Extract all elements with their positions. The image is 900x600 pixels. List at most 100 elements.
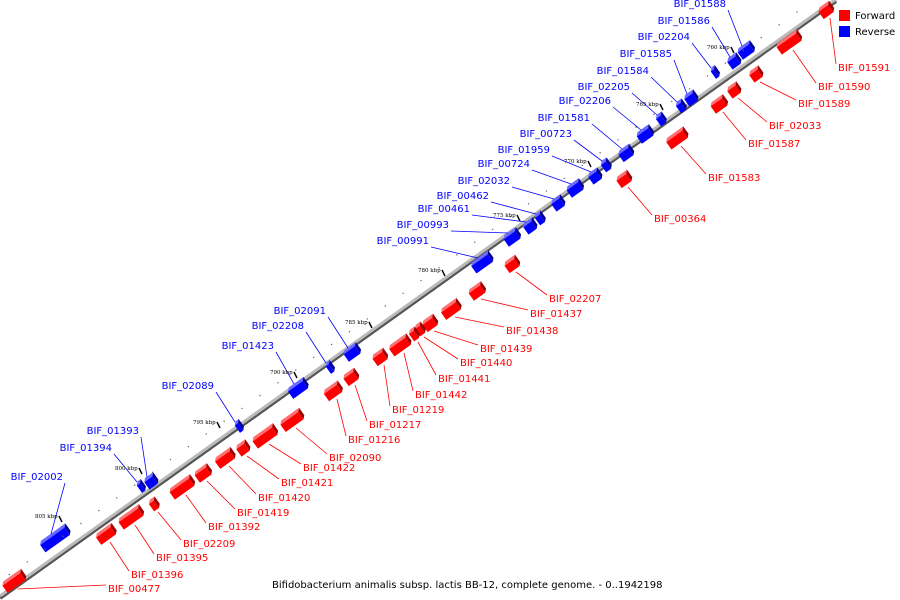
gene-label[interactable]: BIF_01959 — [498, 145, 550, 156]
gene-label[interactable]: BIF_02207 — [549, 294, 601, 305]
forward-gene-BIF_01590[interactable] — [775, 29, 804, 55]
reverse-gene-BIF_00991[interactable] — [470, 250, 496, 274]
gene-label[interactable]: BIF_02205 — [578, 82, 630, 93]
reverse-gene-BIF_02204[interactable] — [709, 64, 722, 79]
forward-gene-BIF_01441[interactable] — [407, 326, 421, 342]
gene-label[interactable]: BIF_01441 — [438, 374, 490, 385]
forward-gene-BIF_01392[interactable] — [168, 474, 197, 500]
gene-label[interactable]: BIF_01393 — [87, 426, 139, 437]
gene-label[interactable]: BIF_00723 — [520, 129, 572, 140]
gene-label[interactable]: BIF_01589 — [798, 99, 850, 110]
reverse-gene-BIF_02002[interactable] — [38, 523, 72, 553]
forward-gene-BIF_02033[interactable] — [726, 81, 744, 99]
gene-label[interactable]: BIF_00724 — [478, 159, 530, 170]
gene-label[interactable]: BIF_00461 — [418, 204, 470, 215]
gene-label[interactable]: BIF_01421 — [281, 478, 333, 489]
gene-label[interactable]: BIF_01422 — [303, 463, 355, 474]
gene-label[interactable]: BIF_01584 — [597, 66, 649, 77]
forward-gene-BIF_01216[interactable] — [322, 380, 344, 402]
forward-gene-BIF_02090[interactable] — [279, 407, 306, 433]
gene-label[interactable]: BIF_01591 — [838, 63, 890, 74]
forward-gene-BIF_01587[interactable] — [709, 94, 730, 114]
gene-label[interactable]: BIF_01395 — [156, 553, 208, 564]
forward-gene-BIF_01437[interactable] — [467, 281, 488, 301]
gene-label[interactable]: BIF_01394 — [60, 443, 112, 454]
forward-gene-BIF_01438[interactable] — [439, 297, 463, 320]
reverse-gene-BIF_01394[interactable] — [135, 478, 148, 493]
gene-label[interactable]: BIF_01396 — [131, 570, 183, 581]
reverse-gene-BIF_01585[interactable] — [683, 89, 701, 107]
gene-label[interactable]: BIF_00477 — [108, 584, 160, 595]
reverse-gene-BIF_01423[interactable] — [286, 376, 310, 399]
forward-gene-BIF_01420[interactable] — [213, 446, 237, 469]
forward-gene-BIF_01589[interactable] — [748, 65, 766, 83]
forward-gene-BIF_00477[interactable] — [1, 568, 28, 594]
forward-gene-BIF_02209[interactable] — [147, 496, 161, 512]
reverse-gene-BIF_02089[interactable] — [233, 418, 246, 433]
forward-gene-BIF_00364[interactable] — [615, 169, 634, 189]
forward-gene-BIF_01395[interactable] — [117, 504, 146, 530]
reverse-gene-BIF_02205[interactable] — [654, 111, 668, 127]
gene-label[interactable]: BIF_01587 — [748, 139, 800, 150]
forward-gene-BIF_01217[interactable] — [342, 367, 361, 387]
reverse-gene-BIF_01584[interactable] — [674, 98, 688, 114]
reverse-gene-BIF_01393[interactable] — [143, 472, 161, 490]
gene-label[interactable]: BIF_01439 — [480, 344, 532, 355]
forward-gene-BIF_02207[interactable] — [503, 254, 522, 274]
reverse-gene-BIF_02208[interactable] — [324, 359, 337, 374]
gene-label[interactable]: BIF_00991 — [377, 236, 429, 247]
gene-label[interactable]: BIF_01419 — [237, 508, 289, 519]
gene-label[interactable]: BIF_01586 — [658, 16, 710, 27]
gene-label[interactable]: BIF_00993 — [397, 220, 449, 231]
reverse-gene-BIF_02206[interactable] — [635, 124, 656, 144]
gene-label[interactable]: BIF_01420 — [258, 493, 310, 504]
forward-gene-BIF_01439[interactable] — [421, 313, 440, 333]
gene-label[interactable]: BIF_02209 — [183, 539, 235, 550]
reverse-gene-BIF_01588[interactable] — [736, 40, 757, 60]
gene-label[interactable]: BIF_01216 — [348, 435, 400, 446]
gene-label[interactable]: BIF_01438 — [506, 326, 558, 337]
forward-gene-BIF_01419[interactable] — [193, 463, 214, 483]
gene-label[interactable]: BIF_01585 — [620, 49, 672, 60]
gene-label[interactable]: BIF_01219 — [392, 405, 444, 416]
reverse-gene-BIF_00462[interactable] — [533, 210, 547, 226]
forward-gene-BIF_01396[interactable] — [94, 522, 118, 545]
reverse-gene-BIF_01586[interactable] — [726, 52, 744, 70]
gene-label[interactable]: BIF_00364 — [654, 214, 706, 225]
gene-label[interactable]: BIF_01437 — [530, 309, 582, 320]
reverse-gene-BIF_00723[interactable] — [599, 157, 613, 173]
reverse-gene-BIF_01581[interactable] — [617, 143, 636, 163]
gene-label[interactable]: BIF_02091 — [274, 306, 326, 317]
gene-label[interactable]: BIF_01440 — [460, 358, 512, 369]
gene-label[interactable]: BIF_02002 — [11, 472, 63, 483]
reverse-gene-BIF_00724[interactable] — [565, 178, 586, 198]
gene-label[interactable]: BIF_02089 — [162, 381, 214, 392]
gene-label[interactable]: BIF_01588 — [674, 0, 726, 10]
forward-gene-BIF_01421[interactable] — [235, 439, 253, 457]
reverse-gene-BIF_00993[interactable] — [502, 227, 523, 247]
reverse-gene-BIF_02032[interactable] — [550, 194, 568, 212]
forward-gene-BIF_01219[interactable] — [371, 347, 390, 367]
gene-label[interactable]: BIF_02204 — [638, 32, 690, 43]
gene-label[interactable]: BIF_01583 — [708, 173, 760, 184]
gene-label[interactable]: BIF_01217 — [369, 420, 421, 431]
gene-label[interactable]: BIF_02090 — [329, 453, 381, 464]
forward-gene-BIF_01591[interactable] — [817, 0, 836, 20]
gene-label[interactable]: BIF_02208 — [252, 321, 304, 332]
forward-gene-BIF_01442[interactable] — [388, 333, 414, 357]
gene-label[interactable]: BIF_02033 — [769, 121, 821, 132]
gene-label[interactable]: BIF_01442 — [415, 390, 467, 401]
gene-label[interactable]: BIF_01423 — [222, 341, 274, 352]
gene-label[interactable]: BIF_02032 — [458, 176, 510, 187]
forward-gene-BIF_01440[interactable] — [413, 321, 427, 337]
gene-label[interactable]: BIF_01590 — [818, 82, 870, 93]
gene-label[interactable]: BIF_00462 — [437, 191, 489, 202]
forward-gene-BIF_01583[interactable] — [665, 126, 691, 150]
gene-label[interactable]: BIF_01392 — [208, 522, 260, 533]
reverse-gene-BIF_00461[interactable] — [522, 217, 540, 235]
gene-label[interactable]: BIF_01581 — [538, 113, 590, 124]
reverse-gene-BIF_01959[interactable] — [587, 167, 605, 185]
reverse-gene-BIF_02091[interactable] — [342, 342, 363, 362]
forward-gene-BIF_01422[interactable] — [251, 423, 280, 449]
gene-label[interactable]: BIF_02206 — [559, 96, 611, 107]
